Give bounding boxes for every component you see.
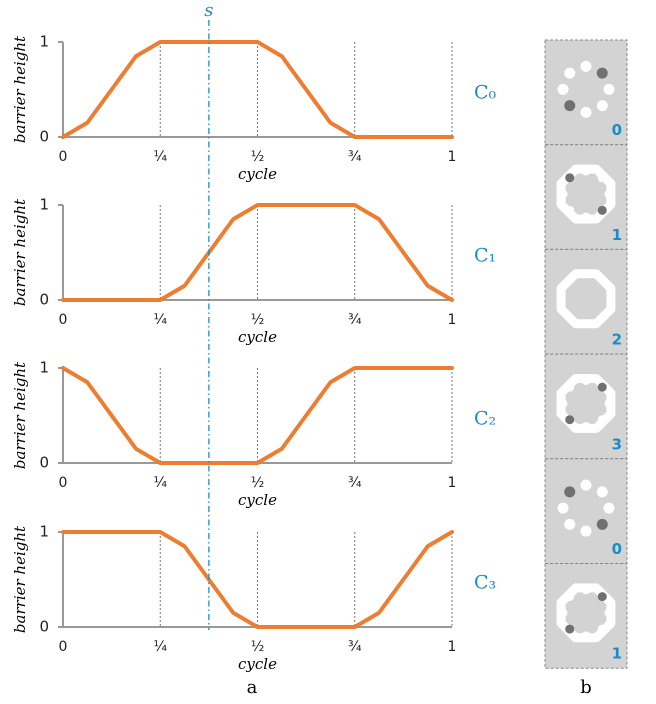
series-label: C₃: [474, 572, 496, 594]
x-tick-label: ¼: [153, 149, 167, 165]
x-axis-label: cycle: [238, 491, 277, 509]
particle: [582, 376, 591, 385]
x-tick-label: ¾: [348, 475, 362, 491]
frame-label: 0: [612, 540, 622, 558]
particle: [565, 206, 574, 215]
particle: [597, 486, 608, 497]
y-tick-label: 0: [39, 618, 49, 636]
particle: [558, 84, 569, 95]
x-tick-label: 1: [448, 639, 457, 655]
x-tick-label: ¾: [348, 149, 362, 165]
particle: [565, 383, 574, 392]
particle: [582, 631, 591, 640]
x-tick-label: 0: [59, 639, 68, 655]
particle: [582, 422, 591, 431]
y-tick-label: 1: [39, 359, 49, 377]
figure: a b 0 ¼ ½ ¾ 1 0 1 cycle barrier height C₀ 0 ¼ ½ ¾ 1 0 1 c…: [0, 0, 656, 704]
frame-label: 3: [612, 435, 622, 453]
particle: [582, 213, 591, 222]
x-tick-label: ¼: [153, 475, 167, 491]
panel-label: a: [247, 677, 258, 698]
frame-label: 1: [612, 226, 622, 244]
particle: [581, 480, 592, 491]
particle: [581, 61, 592, 72]
particle: [605, 399, 614, 408]
particle: [564, 100, 575, 111]
x-axis-label: cycle: [238, 655, 277, 673]
particle: [564, 68, 575, 79]
frame-label: 1: [612, 645, 622, 663]
marker-label: s: [204, 0, 213, 21]
x-tick-label: ½: [251, 149, 265, 165]
particle: [582, 167, 591, 176]
x-tick-label: 1: [448, 312, 457, 328]
x-tick-label: ¾: [348, 639, 362, 655]
series-label: C₂: [474, 408, 496, 430]
y-axis-label: barrier height: [11, 361, 29, 469]
particle: [598, 173, 607, 182]
particle: [598, 592, 607, 601]
particle: [597, 519, 608, 530]
x-tick-label: ½: [251, 639, 265, 655]
x-tick-label: 1: [448, 149, 457, 165]
y-tick-label: 0: [39, 128, 49, 146]
x-tick-label: ¼: [153, 312, 167, 328]
y-tick-label: 1: [39, 33, 49, 51]
x-tick-label: ¾: [348, 312, 362, 328]
y-tick-label: 1: [39, 196, 49, 214]
x-tick-label: 0: [59, 149, 68, 165]
particle: [605, 608, 614, 617]
x-tick-label: 1: [448, 475, 457, 491]
particle: [598, 206, 607, 215]
particle: [582, 585, 591, 594]
frame-label: 0: [612, 121, 622, 139]
x-axis-label: cycle: [238, 328, 277, 346]
x-tick-label: 0: [59, 312, 68, 328]
frame-label: 2: [612, 331, 622, 349]
particle: [597, 100, 608, 111]
y-axis-label: barrier height: [11, 35, 29, 143]
particle: [559, 608, 568, 617]
particle: [598, 383, 607, 392]
y-tick-label: 0: [39, 291, 49, 309]
particle: [598, 625, 607, 634]
y-axis-label: barrier height: [11, 198, 29, 306]
particle: [581, 526, 592, 537]
series-label: C₀: [474, 82, 497, 104]
particle: [564, 486, 575, 497]
particle: [565, 592, 574, 601]
particle: [565, 173, 574, 182]
x-tick-label: ½: [251, 312, 265, 328]
x-axis-label: cycle: [238, 165, 277, 183]
particle: [604, 503, 615, 514]
particle: [605, 190, 614, 199]
particle: [559, 190, 568, 199]
x-tick-label: ½: [251, 475, 265, 491]
particle: [564, 519, 575, 530]
panel-label: b: [580, 677, 592, 698]
particle: [565, 415, 574, 424]
particle: [597, 68, 608, 79]
x-tick-label: ¼: [153, 639, 167, 655]
particle: [565, 625, 574, 634]
x-tick-label: 0: [59, 475, 68, 491]
y-tick-label: 0: [39, 454, 49, 472]
y-tick-label: 1: [39, 523, 49, 541]
series-label: C₁: [474, 245, 496, 267]
particle: [598, 415, 607, 424]
particle: [581, 107, 592, 118]
particle: [559, 399, 568, 408]
particle: [558, 503, 569, 514]
y-axis-label: barrier height: [11, 525, 29, 633]
particle: [604, 84, 615, 95]
